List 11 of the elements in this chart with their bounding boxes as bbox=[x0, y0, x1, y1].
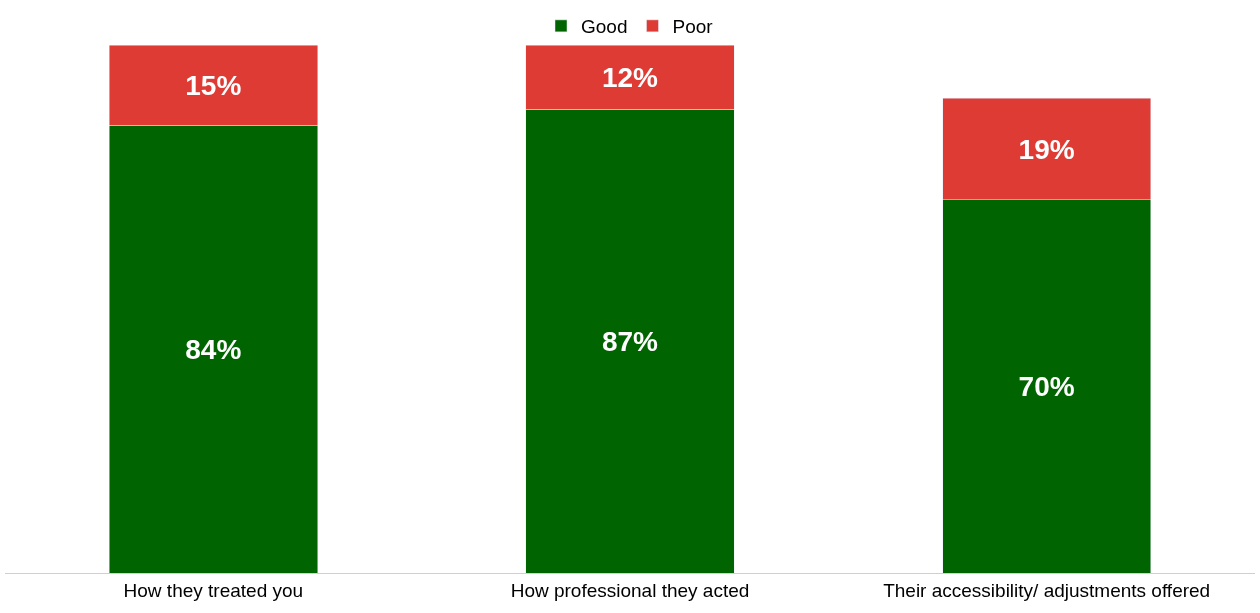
data-label: 19% bbox=[1018, 133, 1075, 165]
x-tick-label: How professional they acted bbox=[510, 579, 750, 601]
legend-label: Poor bbox=[672, 16, 714, 38]
x-tick-label: How they treated you bbox=[123, 579, 304, 601]
data-label: 15% bbox=[185, 69, 242, 101]
data-label: 84% bbox=[185, 333, 242, 365]
x-tick-label: Their accessibility/ adjustments offered bbox=[883, 579, 1211, 601]
legend-label: Good bbox=[581, 16, 628, 38]
data-label: 70% bbox=[1018, 370, 1075, 402]
data-label: 87% bbox=[601, 325, 659, 357]
data-label: 12% bbox=[601, 61, 659, 93]
